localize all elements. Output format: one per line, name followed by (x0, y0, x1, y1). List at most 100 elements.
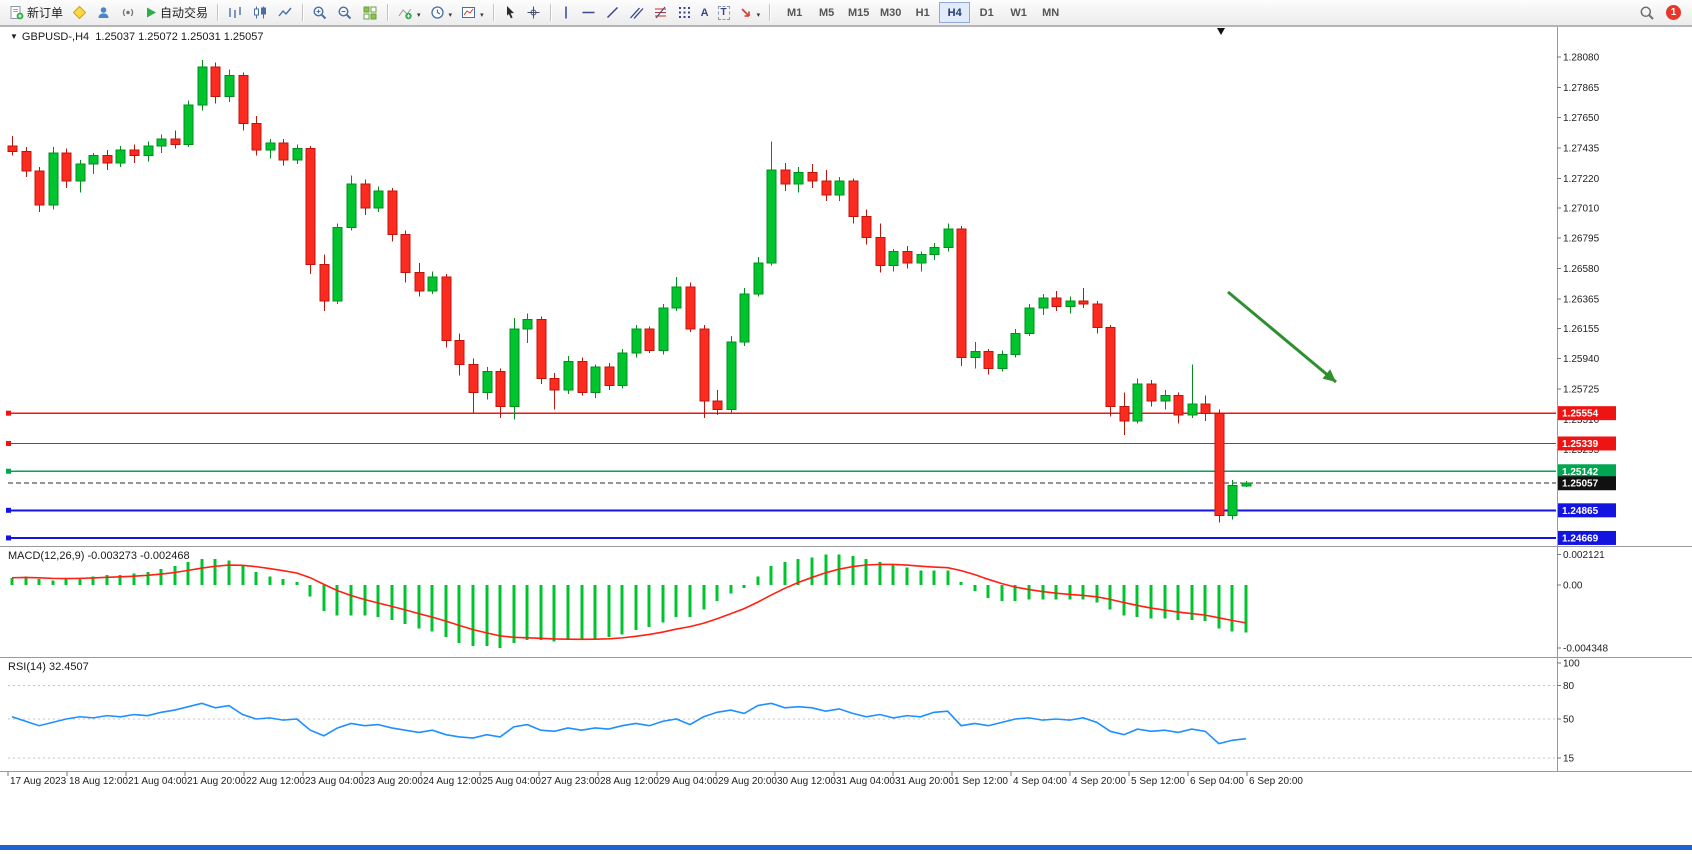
timeframe-w1[interactable]: W1 (1010, 6, 1027, 19)
symbol-ohlc-label: GBPUSD-,H4 1.25037 1.25072 1.25031 1.250… (10, 31, 264, 43)
time-axis-label: 29 Aug 04:00 (659, 776, 718, 787)
new-order-icon (9, 5, 24, 20)
trend-arrow-head (1322, 369, 1336, 382)
macd-label: MACD(12,26,9) -0.003273 -0.002468 (8, 550, 190, 562)
candles-layer (7, 59, 1252, 523)
text-tool-button[interactable]: A (697, 2, 713, 23)
trendline-tool-button[interactable] (601, 2, 624, 23)
price-badge-label: 1.25554 (1562, 409, 1599, 420)
macd-scale-label: 0.00 (1563, 581, 1583, 592)
toolbar: 新订单 自动交易 A T M1 M5 M15 M30 H1 H4 D1 W1 MN 1 (0, 0, 1692, 26)
timeframe-m1[interactable]: M1 (787, 6, 803, 19)
time-axis: 17 Aug 2023 18 Aug 12:00 21 Aug 04:00 21 Au… (7, 772, 1303, 787)
arrows-tool-button[interactable] (735, 2, 765, 23)
rsi-pane: 100 80 50 15 (8, 659, 1580, 765)
line-left-handle[interactable] (6, 468, 11, 474)
new-order-button[interactable]: 新订单 (5, 2, 67, 23)
macd-name: MACD(12,26,9) (8, 550, 85, 562)
price-tick-label: 1.25940 (1563, 354, 1600, 365)
timeframe-m15[interactable]: M15 (847, 6, 870, 19)
indicators-button[interactable] (393, 2, 425, 23)
clock-icon (430, 5, 445, 20)
community-button[interactable] (92, 2, 115, 23)
rsi-scale-label: 50 (1563, 715, 1575, 726)
time-axis-label: 31 Aug 20:00 (895, 776, 954, 787)
price-tick-label: 1.27435 (1563, 143, 1600, 154)
rsi-scale-label: 15 (1563, 754, 1575, 765)
shapes-tool-button[interactable] (673, 2, 696, 23)
time-axis-label: 21 Aug 20:00 (187, 776, 246, 787)
chevron-down-icon (448, 6, 453, 20)
templates-button[interactable] (457, 2, 488, 23)
time-axis-label: 5 Sep 12:00 (1131, 776, 1185, 787)
time-axis-label: 1 Sep 12:00 (954, 776, 1008, 787)
person-icon (96, 5, 111, 20)
timeframe-d1[interactable]: D1 (979, 6, 994, 19)
zoom-out-button[interactable] (333, 2, 357, 23)
line-left-handle[interactable] (6, 535, 11, 541)
bar-chart-button[interactable] (223, 2, 247, 23)
price-tick-label: 1.25295 (1563, 445, 1600, 456)
vertical-line-tool-button[interactable] (556, 2, 576, 23)
search-button[interactable] (1635, 2, 1659, 23)
line-left-handle[interactable] (6, 410, 11, 416)
price-badge-label: 1.25057 (1562, 479, 1599, 490)
crosshair-icon (526, 5, 541, 20)
price-badges: 1.25554 1.25339 1.25142 1.24865 1.24669 1.250… (1558, 406, 1616, 545)
auto-trading-button[interactable]: 自动交易 (141, 2, 212, 23)
time-axis-label: 23 Aug 04:00 (305, 776, 364, 787)
timeframe-mn[interactable]: MN (1042, 6, 1060, 19)
bars-icon (227, 5, 243, 20)
toolbar-separator (492, 4, 494, 21)
timeframe-m30[interactable]: M30 (879, 6, 902, 19)
timeframe-group: M1 M5 M15 M30 H1 H4 D1 W1 MN (779, 2, 1066, 23)
time-axis-label: 25 Aug 04:00 (482, 776, 541, 787)
price-tick-label: 1.27010 (1563, 203, 1600, 214)
trend-arrow-object[interactable] (1227, 290, 1337, 384)
toolbar-separator (302, 4, 304, 21)
quick-trade-toggle-icon[interactable] (10, 31, 22, 43)
signals-button[interactable] (116, 2, 140, 23)
chevron-down-icon (479, 6, 484, 20)
new-order-label: 新订单 (27, 6, 64, 20)
timeframe-h1[interactable]: H1 (915, 6, 930, 19)
tile-windows-button[interactable] (358, 2, 382, 23)
shapes-grid-icon (677, 5, 692, 20)
cursor-tool-button[interactable] (499, 2, 521, 23)
price-tick-label: 1.26155 (1563, 324, 1600, 335)
label-tool-button[interactable]: T (714, 2, 734, 23)
metaeditor-button[interactable] (68, 2, 91, 23)
toolbar-separator (549, 4, 551, 21)
fibonacci-icon (653, 5, 668, 20)
price-tick-label: 1.27865 (1563, 83, 1600, 94)
time-axis-label: 18 Aug 12:00 (69, 776, 128, 787)
toolbar-separator (387, 4, 389, 21)
rsi-label: RSI(14) 32.4507 (8, 661, 89, 673)
toolbar-separator (217, 4, 219, 21)
window-bottom-edge (0, 845, 1692, 850)
channel-tool-button[interactable] (625, 2, 648, 23)
horizontal-line-tool-button[interactable] (577, 2, 600, 23)
zoom-in-button[interactable] (308, 2, 332, 23)
time-axis-label: 4 Sep 04:00 (1013, 776, 1067, 787)
candlestick-chart-button[interactable] (248, 2, 272, 23)
timeframe-m5[interactable]: M5 (819, 6, 835, 19)
arrow-object-icon (739, 6, 753, 20)
timeframe-h4[interactable]: H4 (939, 2, 971, 23)
horizontal-line-icon (581, 5, 596, 20)
line-chart-button[interactable] (273, 2, 297, 23)
time-axis-label: 22 Aug 12:00 (246, 776, 305, 787)
line-left-handle[interactable] (6, 507, 11, 513)
search-icon (1639, 5, 1655, 21)
periods-button[interactable] (426, 2, 457, 23)
macd-main-value: -0.003273 (87, 550, 138, 562)
fibonacci-tool-button[interactable] (649, 2, 672, 23)
level-lines-layer (6, 410, 1556, 541)
line-left-handle[interactable] (6, 440, 11, 446)
notification-badge[interactable]: 1 (1666, 5, 1681, 20)
time-axis-label: 21 Aug 04:00 (128, 776, 187, 787)
channel-icon (629, 5, 644, 20)
indicators-icon (397, 5, 413, 20)
crosshair-tool-button[interactable] (522, 2, 545, 23)
